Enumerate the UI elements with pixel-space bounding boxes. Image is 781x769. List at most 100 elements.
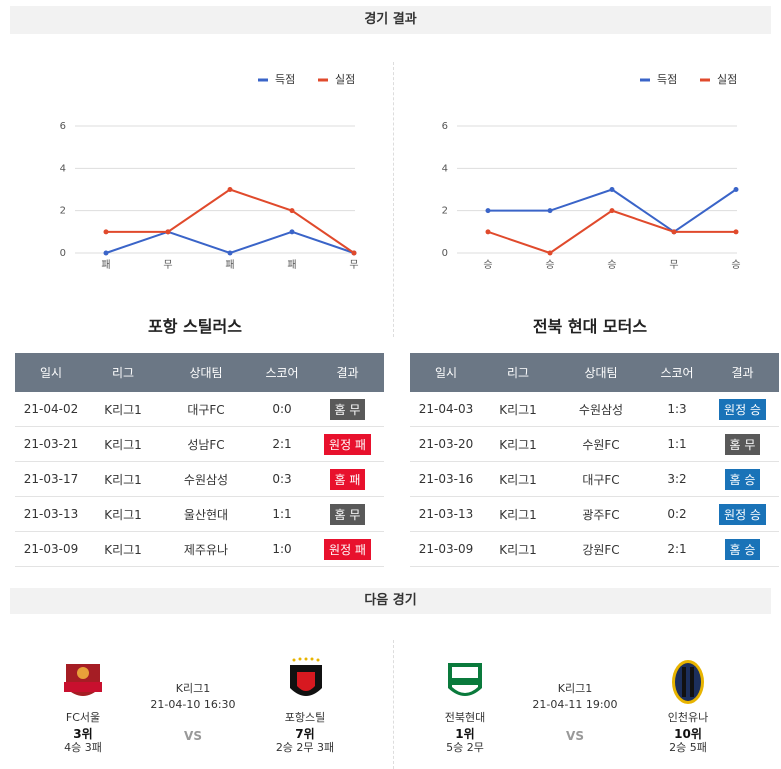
team-rank: 3위	[73, 727, 93, 741]
table-cell: 21-03-17	[15, 461, 87, 497]
table-row: 21-03-13 K리그1 광주FC 0:2 원정 승	[410, 496, 779, 532]
legend-label: 득점	[275, 73, 295, 86]
table-cell: 수원FC	[554, 426, 648, 462]
y-tick-label: 4	[442, 163, 448, 174]
y-tick-label: 4	[60, 163, 66, 174]
vs: VS	[184, 729, 202, 743]
x-tick-label: 무	[163, 260, 172, 271]
team-record: 2승 2무 3패	[275, 741, 335, 754]
table-cell: K리그1	[482, 461, 554, 497]
column-header: 스코어	[253, 353, 311, 392]
result-cell: 원정 승	[706, 392, 779, 427]
table-cell: K리그1	[87, 531, 159, 567]
table-cell: 2:1	[253, 426, 311, 462]
table-cell: 21-04-03	[410, 392, 482, 427]
team-rank: 10위	[674, 727, 702, 741]
x-tick-label: 승	[607, 259, 616, 271]
table-cell: K리그1	[482, 531, 554, 567]
header-row: 일시 리그 상대팀 스코어 결과	[410, 353, 779, 392]
column-header: 결과	[706, 353, 779, 392]
result-cell: 원정 패	[311, 531, 384, 567]
x-tick-label: 승	[483, 259, 492, 271]
table-cell: 제주유나	[159, 531, 253, 567]
table-cell: 수원삼성	[554, 392, 648, 427]
series-line	[487, 209, 736, 255]
table-cell: 21-03-21	[15, 426, 87, 462]
result-cell: 홈 무	[311, 496, 384, 532]
point	[165, 229, 171, 235]
table-cell: 수원삼성	[159, 461, 253, 497]
point	[485, 208, 491, 214]
point	[609, 187, 615, 192]
table-cell: K리그1	[87, 461, 159, 497]
result-badge: 원정 승	[719, 503, 766, 525]
result-badge: 홈 무	[724, 433, 761, 455]
table-row: 21-03-09 K리그1 강원FC 2:1 홈 승	[410, 531, 779, 567]
result-badge: 홈 패	[329, 468, 366, 490]
table-cell: 21-03-13	[15, 496, 87, 532]
table-cell: 21-03-13	[410, 496, 482, 532]
x-tick-label: 승	[545, 259, 554, 271]
section-header: 경기 결과	[10, 6, 771, 34]
result-cell: 홈 무	[706, 426, 779, 462]
point	[671, 229, 677, 235]
team-name: FC서울	[65, 711, 101, 724]
team-title: 포항 스틸러스	[148, 317, 242, 336]
vs: VS	[566, 729, 584, 743]
team-logo	[672, 660, 704, 704]
result-cell: 홈 무	[311, 392, 384, 427]
table-cell: 성남FC	[159, 426, 253, 462]
results-table: 일시 리그 상대팀 스코어 결과 21-04-03 K리그1 수원삼성 1:3 원정 승 21-03…	[410, 353, 779, 567]
chart: 0 2 4 6 승 승 승 무 승 득점 실점	[442, 73, 741, 271]
match-time: 21-04-11 19:00	[532, 698, 618, 711]
table-cell: 광주FC	[554, 496, 648, 532]
match-league: K리그1	[557, 682, 593, 695]
point	[227, 250, 233, 256]
legend-label: 득점	[657, 73, 677, 86]
table-cell: 21-03-20	[410, 426, 482, 462]
result-cell: 홈 패	[311, 461, 384, 497]
table-row: 21-03-21 K리그1 성남FC 2:1 원정 패	[15, 426, 384, 462]
table-cell: K리그1	[482, 392, 554, 427]
team-logo	[64, 664, 102, 696]
result-cell: 홈 승	[706, 531, 779, 567]
table-row: 21-03-20 K리그1 수원FC 1:1 홈 무	[410, 426, 779, 462]
results-table: 일시 리그 상대팀 스코어 결과 21-04-02 K리그1 대구FC 0:0 홈 무 21-03-…	[15, 353, 384, 567]
table-cell: 0:2	[648, 496, 706, 532]
column-header: 일시	[410, 353, 482, 392]
team-rank: 7위	[295, 727, 315, 741]
table-cell: 21-04-02	[15, 392, 87, 427]
legend-label: 실점	[335, 73, 355, 86]
section-header: 다음 경기	[10, 588, 771, 614]
x-tick-label: 무	[349, 260, 358, 271]
column-header: 상대팀	[159, 353, 253, 392]
result-badge: 원정 패	[324, 433, 371, 455]
table-row: 21-04-02 K리그1 대구FC 0:0 홈 무	[15, 392, 384, 427]
result-badge: 홈 무	[329, 398, 366, 420]
table-cell: 강원FC	[554, 531, 648, 567]
divider	[393, 640, 394, 769]
point	[103, 229, 109, 235]
table-row: 21-03-17 K리그1 수원삼성 0:3 홈 패	[15, 461, 384, 497]
y-tick-label: 0	[442, 248, 448, 259]
result-cell: 원정 승	[706, 496, 779, 532]
header-row: 일시 리그 상대팀 스코어 결과	[15, 353, 384, 392]
table-cell: 3:2	[648, 461, 706, 497]
y-tick-label: 0	[60, 248, 66, 259]
y-tick-label: 2	[60, 206, 66, 217]
table-cell: 1:0	[253, 531, 311, 567]
team-record: 2승 5패	[669, 741, 707, 754]
divider	[393, 62, 394, 337]
result-cell: 홈 승	[706, 461, 779, 497]
point	[289, 229, 295, 235]
table-cell: 0:3	[253, 461, 311, 497]
team-name: 전북현대	[444, 711, 486, 724]
legend-label: 실점	[717, 73, 737, 86]
column-header: 상대팀	[554, 353, 648, 392]
table-row: 21-04-03 K리그1 수원삼성 1:3 원정 승	[410, 392, 779, 427]
x-tick-label: 패	[101, 259, 110, 271]
table-cell: K리그1	[482, 426, 554, 462]
table-cell: K리그1	[87, 496, 159, 532]
point	[733, 229, 739, 235]
